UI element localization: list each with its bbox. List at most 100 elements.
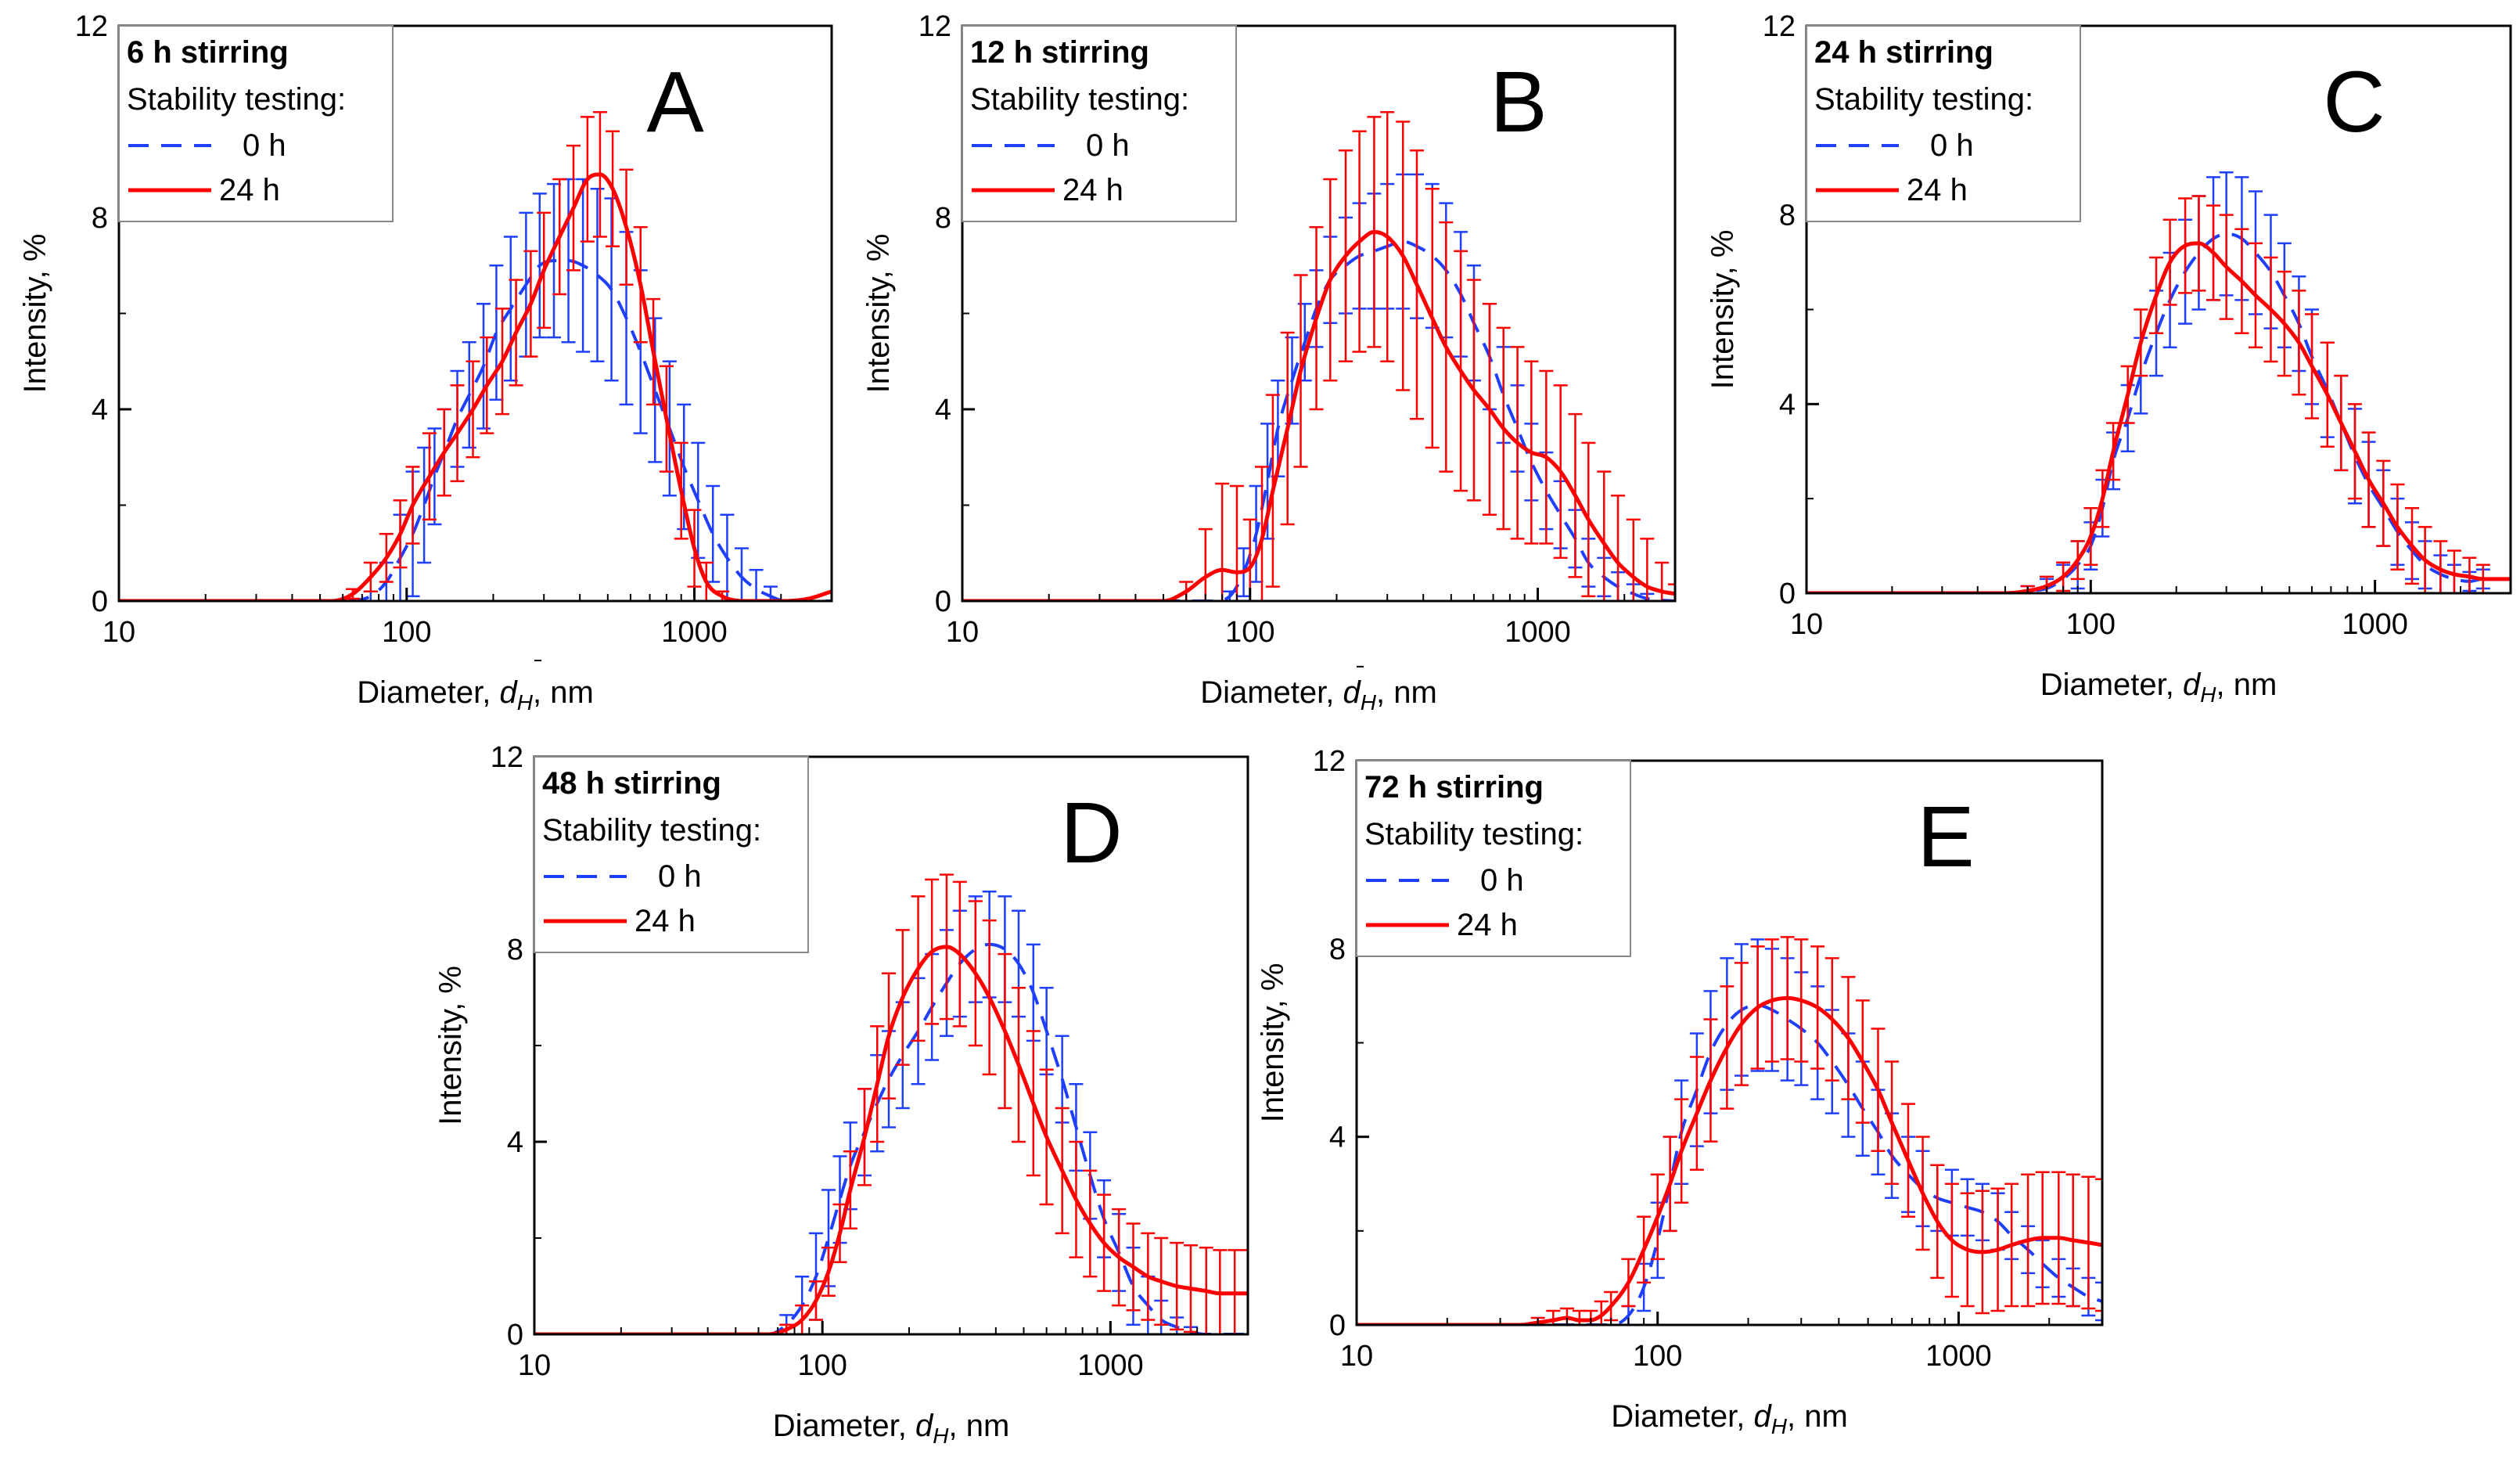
x-tick-label: 1000 <box>1077 1349 1144 1382</box>
error-bar <box>1546 1309 1561 1325</box>
legend-label-0h: 0 h <box>658 859 702 894</box>
legend-title: 24 h stirring <box>1814 35 1993 70</box>
error-bar <box>1611 495 1626 601</box>
legend: 12 h stirring Stability testing: 0 h 24 h <box>962 25 1237 222</box>
legend-label-0h: 0 h <box>1930 128 1974 163</box>
y-tick-label: 8 <box>935 202 951 235</box>
series-blue-0h <box>1806 171 2511 593</box>
panel-letter: D <box>1060 785 1122 881</box>
x-tick-label: 1000 <box>661 616 728 649</box>
legend-label-0h: 0 h <box>243 128 286 163</box>
y-tick-label: 0 <box>507 1319 523 1352</box>
error-bar <box>763 585 778 601</box>
series-blue-0h <box>534 890 1248 1334</box>
x-tick-label: 100 <box>1633 1340 1682 1373</box>
curve-24h <box>119 172 832 601</box>
series-red-24h <box>534 873 1248 1334</box>
y-tick-label: 4 <box>935 394 951 427</box>
legend-title: 6 h stirring <box>127 35 289 70</box>
y-axis-label: Intensity, % <box>1706 230 1740 390</box>
y-tick-label: 4 <box>92 394 108 427</box>
x-tick-label: 1000 <box>1504 616 1571 649</box>
series-red-24h <box>119 111 832 601</box>
y-tick-label: 4 <box>507 1126 523 1159</box>
legend-subtitle: Stability testing: <box>542 813 761 848</box>
x-tick-label: 10 <box>102 616 135 649</box>
x-tick-label: 10 <box>518 1349 551 1382</box>
legend-label-24h: 24 h <box>1907 173 1968 207</box>
error-bar <box>427 427 442 526</box>
legend-subtitle: Stability testing: <box>127 82 346 117</box>
panel-b: 0 4 8 12 10 100 1000 Diameter, dH, nm Intensity,… <box>861 10 1677 715</box>
panel-a: 0 4 8 12 10 100 1000 Diameter, dH, nm Intensity,… <box>18 10 833 715</box>
y-tick-label: 8 <box>1329 933 1346 966</box>
y-tick-label: 8 <box>92 202 108 235</box>
error-bar <box>1640 538 1655 601</box>
error-bar <box>2095 1281 2102 1322</box>
error-bar <box>1655 561 1670 601</box>
error-bar <box>648 317 663 463</box>
x-tick-label: 10 <box>1790 608 1823 641</box>
x-tick-label: 1000 <box>2342 608 2408 641</box>
legend: 48 h stirring Stability testing: 0 h 24 h <box>534 756 809 953</box>
error-bar <box>706 484 721 583</box>
series-red-24h <box>1806 195 2511 593</box>
series-red-24h <box>962 111 1675 601</box>
legend-title: 72 h stirring <box>1364 770 1544 804</box>
y-tick-label: 12 <box>491 741 523 774</box>
legend-label-24h: 24 h <box>1457 908 1518 942</box>
series-blue-0h <box>962 173 1675 601</box>
error-bar <box>734 547 749 601</box>
legend-subtitle: Stability testing: <box>1814 82 2033 117</box>
error-bar <box>2433 540 2448 593</box>
y-tick-label: 4 <box>1329 1121 1346 1154</box>
curve-24h <box>1806 241 2511 593</box>
error-bar <box>1198 527 1213 601</box>
y-axis-label: Intensity, % <box>1256 963 1290 1123</box>
y-tick-label: 0 <box>935 585 951 618</box>
y-tick-label: 12 <box>1763 10 1796 43</box>
panel-letter: E <box>1917 789 1974 885</box>
x-tick-label: 10 <box>1340 1340 1373 1373</box>
panel-letter: A <box>646 54 704 150</box>
series-blue-0h <box>1357 938 2102 1325</box>
x-tick-label: 100 <box>2066 608 2116 641</box>
x-axis-label: Diameter, dH, nm <box>357 675 594 715</box>
error-bar <box>590 188 605 362</box>
curve-0h <box>1357 1003 2102 1325</box>
legend-subtitle: Stability testing: <box>1364 817 1584 851</box>
y-tick-label: 12 <box>918 10 951 43</box>
error-bar <box>1229 484 1244 601</box>
x-tick-label: 1000 <box>1925 1340 1992 1373</box>
legend-title: 12 h stirring <box>970 35 1149 70</box>
legend-label-0h: 0 h <box>1480 863 1524 898</box>
y-tick-label: 0 <box>92 585 108 618</box>
legend-label-0h: 0 h <box>1086 128 1130 163</box>
y-tick-label: 8 <box>507 934 523 966</box>
legend-label-24h: 24 h <box>219 173 280 207</box>
curve-0h <box>962 239 1675 601</box>
legend-label-24h: 24 h <box>634 904 696 938</box>
y-tick-label: 0 <box>1779 578 1796 610</box>
error-bar <box>489 265 504 401</box>
error-bar <box>1626 518 1641 601</box>
y-tick-label: 12 <box>1313 745 1346 778</box>
y-tick-label: 0 <box>1329 1309 1346 1342</box>
series-blue-0h <box>119 178 832 601</box>
x-axis-label: Diameter, dH, nm <box>773 1409 1010 1448</box>
legend-label-24h: 24 h <box>1062 173 1123 207</box>
y-axis-label: Intensity, % <box>861 234 896 394</box>
legend-subtitle: Stability testing: <box>970 82 1189 117</box>
legend: 6 h stirring Stability testing: 0 h 24 h <box>118 25 394 222</box>
panel-e: 0 4 8 12 10 100 1000 Diameter, dH, nm Intensity,… <box>1256 665 2104 1438</box>
error-bar <box>1668 583 1675 601</box>
y-tick-label: 12 <box>75 10 108 43</box>
panel-d: 0 4 8 12 10 100 1000 Diameter, dH, nm Intensity,… <box>433 660 1249 1448</box>
error-bar <box>1241 1249 1248 1334</box>
x-tick-label: 100 <box>382 616 431 649</box>
y-axis-label: Intensity, % <box>18 234 52 394</box>
panel-letter: B <box>1490 54 1547 150</box>
error-bar <box>1242 518 1257 601</box>
curve-24h <box>1357 995 2102 1325</box>
